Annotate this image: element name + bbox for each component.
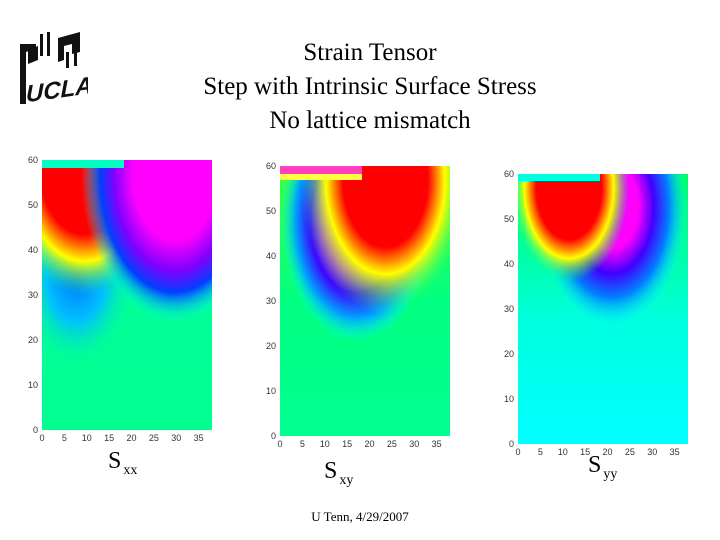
x-tick-label: 5 xyxy=(300,439,305,449)
y-tick-label: 40 xyxy=(28,245,38,255)
footer-credit: U Tenn, 4/29/2007 xyxy=(311,509,409,524)
caption-sxy-sub: xy xyxy=(339,473,354,488)
title-line-1: Strain Tensor xyxy=(303,39,437,66)
x-tick-label: 30 xyxy=(647,447,657,457)
x-tick-label: 10 xyxy=(320,439,330,449)
caption-syy-main: S xyxy=(588,452,602,478)
y-tick-label: 60 xyxy=(504,169,514,179)
x-tick-label: 25 xyxy=(387,439,397,449)
x-tick-label: 35 xyxy=(670,447,680,457)
y-tick-label: 30 xyxy=(504,304,514,314)
y-tick-label: 40 xyxy=(504,259,514,269)
y-tick-label: 10 xyxy=(266,386,276,396)
y-tick-label: 60 xyxy=(266,161,276,171)
caption-sxy-main: S xyxy=(324,458,338,484)
x-tick-label: 0 xyxy=(39,433,44,443)
y-tick-label: 0 xyxy=(271,431,276,441)
x-tick-label: 5 xyxy=(62,433,67,443)
y-tick-label: 30 xyxy=(28,290,38,300)
heatmap-syy: 0 5 10 15 20 25 30 35 0 10 20 30 40 50 60 xyxy=(496,166,696,458)
x-tick-label: 15 xyxy=(342,439,352,449)
title-line-3: No lattice mismatch xyxy=(269,107,471,134)
x-tick-label: 5 xyxy=(538,447,543,457)
caption-sxx-main: S xyxy=(108,448,122,474)
y-tick-label: 20 xyxy=(28,335,38,345)
y-tick-label: 40 xyxy=(266,251,276,261)
y-tick-label: 10 xyxy=(504,394,514,404)
x-tick-label: 25 xyxy=(149,433,159,443)
heatmap-sxy: 0 5 10 15 20 25 30 35 0 10 20 30 40 50 60 xyxy=(258,158,458,450)
x-tick-label: 0 xyxy=(515,447,520,457)
y-tick-label: 50 xyxy=(266,206,276,216)
ucla-logo: UCLA xyxy=(14,30,93,110)
x-tick-label: 10 xyxy=(558,447,568,457)
y-tick-label: 50 xyxy=(504,214,514,224)
heatmap-sxx: 0 5 10 15 20 25 30 35 0 10 20 30 40 50 60 xyxy=(20,152,220,444)
x-tick-label: 30 xyxy=(409,439,419,449)
x-tick-label: 30 xyxy=(171,433,181,443)
x-tick-label: 15 xyxy=(104,433,114,443)
y-tick-label: 0 xyxy=(33,425,38,435)
x-tick-label: 0 xyxy=(277,439,282,449)
x-tick-label: 15 xyxy=(580,447,590,457)
y-tick-label: 20 xyxy=(504,349,514,359)
y-tick-label: 30 xyxy=(266,296,276,306)
y-tick-label: 60 xyxy=(28,155,38,165)
y-tick-label: 10 xyxy=(28,380,38,390)
x-tick-label: 20 xyxy=(364,439,374,449)
y-tick-label: 20 xyxy=(266,341,276,351)
x-tick-label: 20 xyxy=(126,433,136,443)
caption-sxx-sub: xx xyxy=(123,463,138,478)
logo-text: UCLA xyxy=(26,72,88,108)
caption-syy-sub: yy xyxy=(603,467,618,482)
title-line-2: Step with Intrinsic Surface Stress xyxy=(203,73,537,100)
x-tick-label: 20 xyxy=(602,447,612,457)
x-tick-label: 35 xyxy=(432,439,442,449)
x-tick-label: 35 xyxy=(194,433,204,443)
y-tick-label: 50 xyxy=(28,200,38,210)
x-tick-label: 10 xyxy=(82,433,92,443)
y-tick-label: 0 xyxy=(509,439,514,449)
x-tick-label: 25 xyxy=(625,447,635,457)
